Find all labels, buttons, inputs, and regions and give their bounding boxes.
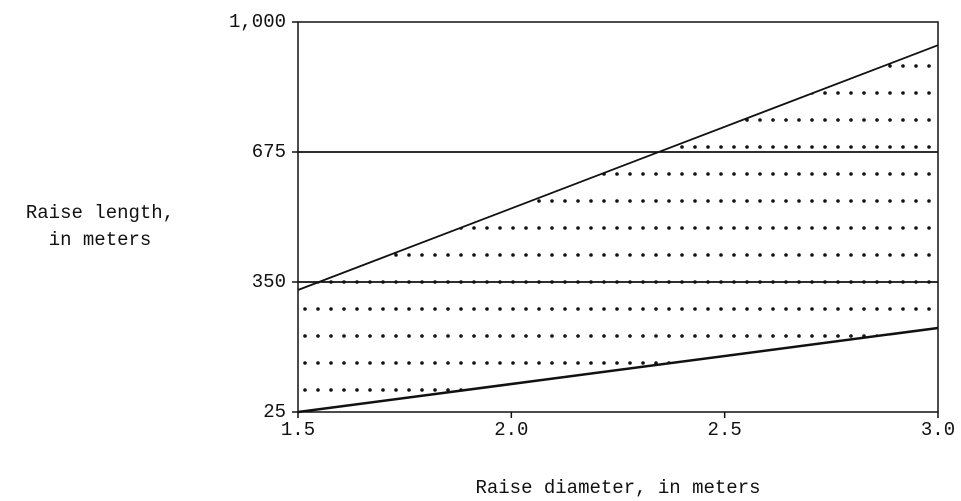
y-tick-label: 25	[263, 401, 286, 423]
shaded-region	[298, 45, 938, 412]
y-axis-label: in meters	[49, 229, 152, 251]
x-axis-label: Raise diameter, in meters	[475, 477, 760, 499]
line	[297, 44, 939, 291]
x-tick-label: 3.0	[921, 419, 955, 441]
y-tick-label: 675	[252, 141, 286, 163]
y-tick-label: 1,000	[229, 11, 286, 33]
line	[297, 326, 939, 414]
x-tick-label: 1.5	[281, 419, 315, 441]
y-axis-label: Raise length,	[26, 202, 174, 224]
y-tick-label: 350	[252, 271, 286, 293]
x-tick-label: 2.5	[708, 419, 742, 441]
x-tick-label: 2.0	[494, 419, 528, 441]
plot-frame	[297, 21, 939, 413]
